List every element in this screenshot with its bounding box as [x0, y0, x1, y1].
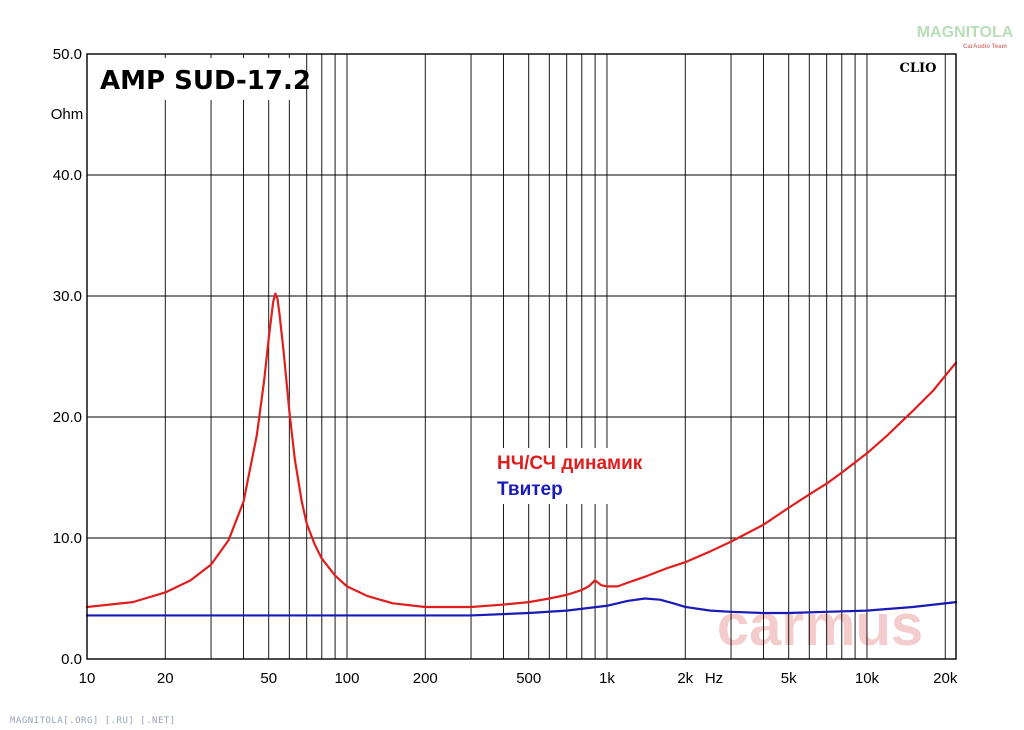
x-tick-label: 5k [781, 670, 797, 687]
y-tick-label: 10.0 [53, 530, 82, 547]
legend-background [494, 448, 658, 504]
x-tick-label: 1k [599, 670, 615, 687]
carmus-watermark: carmus [717, 593, 923, 658]
y-tick-label: 30.0 [53, 288, 82, 305]
x-tick-label: 200 [413, 670, 438, 687]
x-tick-labels: 10 20 50 100 200 500 1k 2k 5k 10k 20k [79, 670, 958, 687]
legend-entry-tweeter: Твитер [497, 479, 563, 500]
analyzer-label-background [892, 58, 944, 76]
legend-entry-woofer: НЧ/СЧ динамик [497, 453, 643, 474]
x-tick-label: 10 [79, 670, 96, 687]
magnitola-logo-subtitle: CarAudio Team [963, 44, 1007, 50]
x-tick-label: 500 [516, 670, 541, 687]
magnitola-logo: MAGNITOLA [917, 24, 1014, 41]
x-tick-label: 100 [334, 670, 359, 687]
grid-lines [87, 54, 956, 659]
x-tick-label: 2k [677, 670, 693, 687]
x-tick-label: 10k [855, 670, 880, 687]
tweeter-impedance-line [85, 597, 958, 617]
legend: НЧ/СЧ динамик Твитер [494, 448, 658, 504]
watermark-layer: carmus MAGNITOLA CarAudio Team [717, 24, 1014, 658]
title-background [92, 58, 306, 100]
analyzer-label: CLIO [900, 61, 937, 76]
x-tick-label: 20k [933, 670, 958, 687]
plot-frame [86, 53, 957, 660]
footer-watermark: MAGNITOLA[.ORG] [.RU] [.NET] [10, 716, 176, 726]
series-lines [85, 292, 958, 617]
y-tick-label: 0.0 [61, 651, 82, 668]
y-tick-labels: 0.0 10.0 20.0 30.0 40.0 50.0 [53, 46, 82, 668]
x-axis-unit-label: Hz [705, 670, 723, 687]
y-tick-label: 50.0 [53, 46, 82, 63]
x-tick-label: 50 [260, 670, 277, 687]
x-tick-label: 20 [157, 670, 174, 687]
y-tick-label: 20.0 [53, 409, 82, 426]
chart-title: AMP SUD-17.2 [100, 66, 311, 96]
woofer-impedance-line [85, 292, 958, 609]
y-axis-unit-label: Ohm [51, 106, 84, 123]
y-tick-label: 40.0 [53, 167, 82, 184]
